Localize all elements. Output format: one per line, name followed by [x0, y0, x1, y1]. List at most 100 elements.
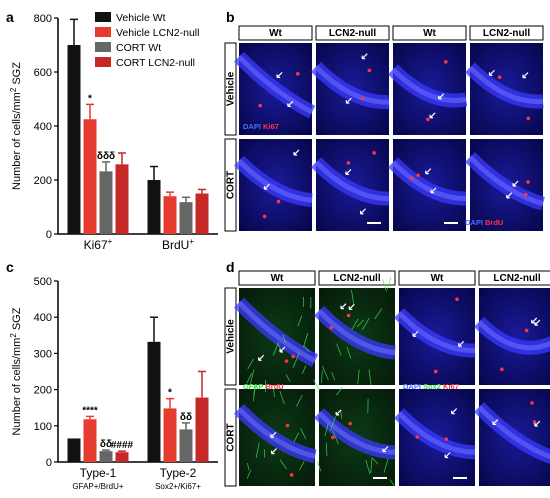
category-label: BrdU+ [162, 237, 194, 252]
arrow-marker [458, 340, 465, 347]
gfap-fiber [386, 276, 392, 290]
gfap-fiber [371, 457, 379, 465]
column-header-label: LCN2-null [333, 273, 380, 284]
labeled-cell [346, 161, 351, 165]
granule-cell-layer-core [477, 405, 550, 460]
granule-cell-layer-core [477, 320, 550, 351]
stain-label-part: DAPI [403, 382, 421, 391]
category-label-text: Ki67 [84, 238, 108, 252]
y-tick-label: 500 [34, 276, 52, 288]
category-label: Ki67+ [84, 237, 113, 252]
gfap-fiber [368, 369, 372, 385]
gfap-fiber [247, 463, 250, 470]
y-tick-label: 200 [34, 385, 52, 397]
legend-label: Vehicle LCN2-null [116, 27, 199, 39]
gfap-fiber [246, 469, 252, 479]
granule-cell-layer-core [397, 311, 476, 353]
bar [99, 451, 113, 462]
legend-swatch [95, 57, 111, 67]
granule-cell-layer-core [317, 308, 396, 356]
bar [99, 171, 113, 234]
labeled-cell [532, 420, 537, 424]
bar [147, 180, 161, 234]
category-label-sup: + [189, 237, 194, 246]
significance-mark: δδ [180, 412, 192, 423]
gfap-fiber [272, 342, 279, 356]
y-axis-label-part: SGZ [11, 62, 23, 88]
arrow-marker [263, 183, 270, 190]
arrow-marker [534, 319, 541, 326]
chart-legend: Vehicle Wt Vehicle LCN2-null CORT Wt CORT L… [95, 12, 199, 69]
y-axis-label-sup: 2 [9, 87, 18, 92]
labeled-cell [291, 354, 295, 359]
column-header-box [238, 25, 313, 41]
row-label-box [224, 138, 237, 232]
legend-label: Vehicle Wt [116, 12, 166, 24]
granule-cell-layer-core [468, 65, 544, 105]
arrow-marker [488, 69, 495, 76]
gfap-fiber [351, 289, 355, 306]
gfap-fiber [282, 334, 287, 344]
gfap-fiber [331, 372, 336, 381]
granule-cell-layer-core [468, 155, 544, 207]
arrow-marker [345, 168, 352, 175]
bar [115, 164, 129, 234]
gfap-fiber [370, 457, 373, 474]
arrow-marker [348, 303, 355, 310]
granule-cell-layer-core [237, 407, 316, 459]
column-header-label: Wt [431, 273, 444, 284]
arrow-marker [522, 72, 529, 79]
gfap-fiber [329, 416, 336, 431]
column-header-box [392, 25, 467, 41]
arrow-marker [279, 346, 286, 353]
gfap-fiber [340, 410, 343, 419]
arrow-marker [270, 431, 277, 438]
stain-label-part: BrdU [263, 382, 283, 391]
gfap-fiber [303, 345, 310, 352]
row-label: CORT [226, 171, 237, 199]
bar-chart-c: 0 100 200 300 400 500 Number of cells/mm2 SGZ T… [9, 276, 218, 491]
stain-label-part: Ki67 [261, 122, 279, 131]
legend-swatch [95, 12, 111, 22]
arrow-marker [512, 180, 519, 187]
gfap-fiber [246, 373, 253, 384]
significance-mark: * [88, 93, 92, 104]
gfap-fiber [285, 374, 291, 382]
significance-mark: **** [82, 405, 98, 416]
category-label-text: Type-1 [80, 466, 117, 480]
legend-swatch [95, 27, 111, 37]
bar [83, 419, 97, 462]
category-label-text: BrdU [162, 238, 189, 252]
arrow-marker [429, 112, 436, 119]
labeled-cell [524, 328, 529, 333]
panel-letter-a: a [6, 9, 14, 25]
arrow-marker [534, 420, 541, 427]
row-label-box [224, 287, 237, 386]
labeled-cell [523, 192, 528, 197]
column-header-box [318, 270, 396, 286]
row-label: CORT [226, 423, 237, 451]
gfap-fiber [356, 319, 365, 328]
labeled-cell [415, 435, 420, 439]
granule-cell-layer-core [237, 300, 317, 363]
arrow-marker [451, 408, 458, 415]
gfap-fiber [299, 461, 305, 471]
category-label: Type-2 [160, 466, 197, 480]
bar [179, 429, 193, 462]
arrow-marker [287, 100, 294, 107]
y-axis-label-sup: 2 [9, 333, 18, 338]
row-label: Vehicle [226, 71, 237, 106]
arrow-marker [361, 53, 368, 60]
granule-cell-layer-core [391, 160, 467, 202]
bar [83, 119, 97, 234]
y-tick-label: 200 [34, 175, 52, 187]
gfap-fiber [255, 442, 260, 459]
labeled-cell [444, 437, 449, 441]
gfap-fiber [351, 318, 359, 330]
bar [67, 45, 81, 234]
gfap-fiber [362, 318, 370, 330]
column-header-label: Wt [271, 273, 284, 284]
panel-letter-b: b [226, 9, 235, 25]
granule-cell-layer-core [314, 160, 390, 202]
legend-label: CORT Wt [116, 42, 161, 54]
